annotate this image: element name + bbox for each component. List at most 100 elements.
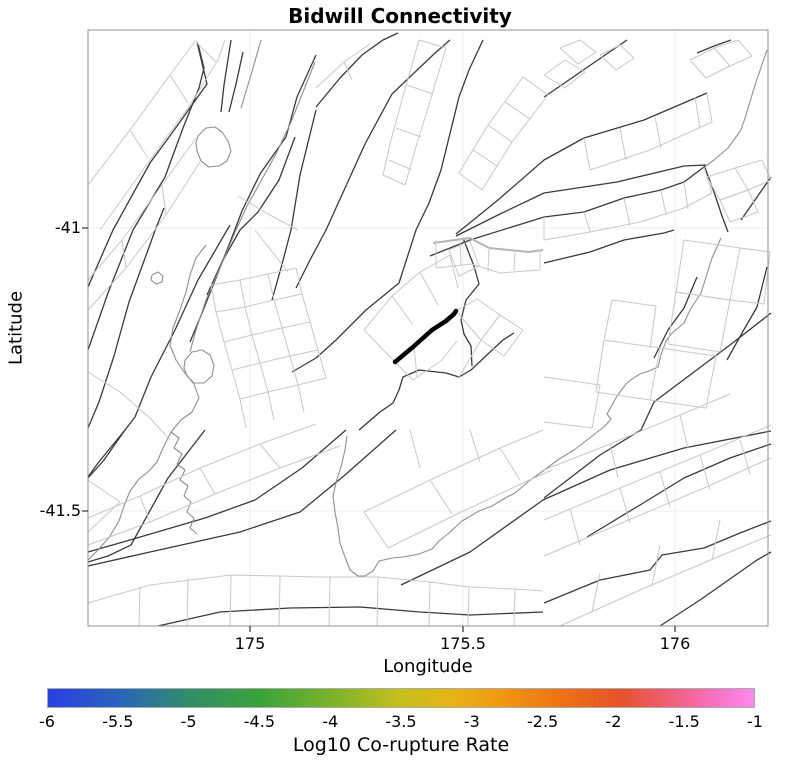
fault-trace: [87, 41, 208, 288]
fault-trace: [659, 551, 772, 627]
fault-trace: [719, 189, 759, 223]
fault-trace: [543, 39, 628, 98]
fault-trace: [87, 43, 205, 351]
fault-trace: [480, 314, 524, 357]
fault-trace: [713, 39, 753, 67]
fault-trace: [559, 534, 772, 627]
chart-title: Bidwill Connectivity: [288, 4, 512, 28]
fault-trace: [599, 44, 635, 71]
colorbar-label: Log10 Co-rupture Rate: [292, 734, 510, 756]
fault-trace: [522, 76, 549, 96]
y-tick-label: -41: [54, 218, 81, 237]
fault-trace: [87, 445, 341, 546]
fault-trace: [150, 271, 164, 285]
fault-trace: [254, 229, 289, 273]
fault-trace: [237, 195, 299, 231]
fault-trace: [267, 273, 305, 413]
fault-trace: [239, 377, 327, 400]
fault-trace: [729, 247, 771, 305]
fault-trace: [87, 161, 201, 311]
fault-trace: [400, 430, 772, 586]
fault-trace: [435, 263, 541, 274]
fault-trace: [472, 149, 498, 167]
fault-trace: [418, 39, 447, 49]
fault-trace: [139, 495, 151, 523]
fault-trace: [259, 443, 281, 469]
fault-trace: [429, 479, 453, 515]
fault-trace: [583, 137, 591, 171]
fault-trace: [189, 61, 316, 353]
fault-trace: [382, 39, 420, 176]
fault-trace: [428, 581, 431, 627]
fault-trace: [543, 393, 731, 471]
fault-trace: [739, 439, 751, 475]
fault-trace: [121, 239, 127, 269]
fault-trace: [499, 447, 521, 481]
fault-trace: [215, 293, 303, 313]
fault-trace: [591, 572, 601, 613]
fault-trace: [734, 159, 772, 191]
fault-trace: [87, 244, 207, 561]
fault-trace: [694, 96, 701, 129]
fault-trace: [220, 39, 232, 113]
fault-trace: [458, 172, 483, 191]
fault-trace: [660, 189, 667, 216]
fault-trace: [543, 457, 772, 557]
fault-trace: [711, 519, 721, 561]
fault-trace: [291, 39, 484, 373]
fault-trace: [406, 84, 434, 95]
fault-trace: [467, 586, 470, 627]
fault-trace: [376, 576, 379, 627]
colorbar-tick-label: -3.5: [385, 712, 417, 731]
fault-trace: [703, 164, 729, 233]
fault-trace: [87, 429, 397, 567]
fault-trace: [654, 116, 662, 149]
fault-trace: [231, 349, 319, 371]
fault-trace: [223, 321, 311, 343]
fault-trace: [363, 511, 389, 549]
fault-trace: [157, 606, 544, 627]
fault-trace: [87, 224, 231, 478]
colorbar-tick-label: -3: [463, 712, 480, 731]
fault-trace: [455, 92, 708, 235]
fault-trace: [679, 414, 689, 449]
fault-trace: [689, 47, 731, 79]
y-axis-label: Latitude: [5, 290, 27, 366]
fault-trace: [395, 127, 422, 138]
fault-trace: [278, 575, 281, 627]
fault-trace: [87, 429, 126, 479]
fault-trace: [138, 586, 141, 627]
fault-trace: [705, 49, 768, 167]
fault-trace: [170, 431, 198, 535]
fault-trace: [183, 349, 215, 384]
fault-trace: [543, 312, 772, 499]
fault-trace: [706, 92, 713, 123]
fault-trace: [239, 279, 275, 421]
x-axis-label: Longitude: [383, 656, 473, 677]
fault-trace: [295, 39, 451, 289]
fault-trace: [87, 207, 165, 429]
fault-trace: [129, 129, 149, 159]
fault-trace: [683, 181, 689, 210]
fault-trace: [387, 469, 553, 549]
fault-trace: [409, 429, 421, 469]
fault-trace: [295, 267, 327, 379]
colorbar-tick-label: -4: [322, 712, 339, 731]
fault-trace: [619, 487, 631, 524]
fault-trace: [419, 271, 439, 306]
fault-trace: [363, 429, 544, 513]
fault-trace: [543, 424, 772, 521]
fault-trace: [87, 137, 197, 281]
fault-trace: [195, 41, 217, 63]
fault-trace: [455, 164, 707, 237]
colorbar-tick-label: -2: [605, 712, 622, 731]
fault-trace: [315, 32, 399, 108]
fault-trace: [583, 211, 591, 233]
fault-trace: [569, 508, 581, 546]
fault-trace: [206, 136, 296, 296]
fault-trace: [382, 174, 406, 186]
fault-trace: [229, 574, 232, 627]
fault-trace: [199, 467, 216, 495]
fault-trace: [706, 167, 749, 201]
fault-trace: [623, 197, 631, 227]
